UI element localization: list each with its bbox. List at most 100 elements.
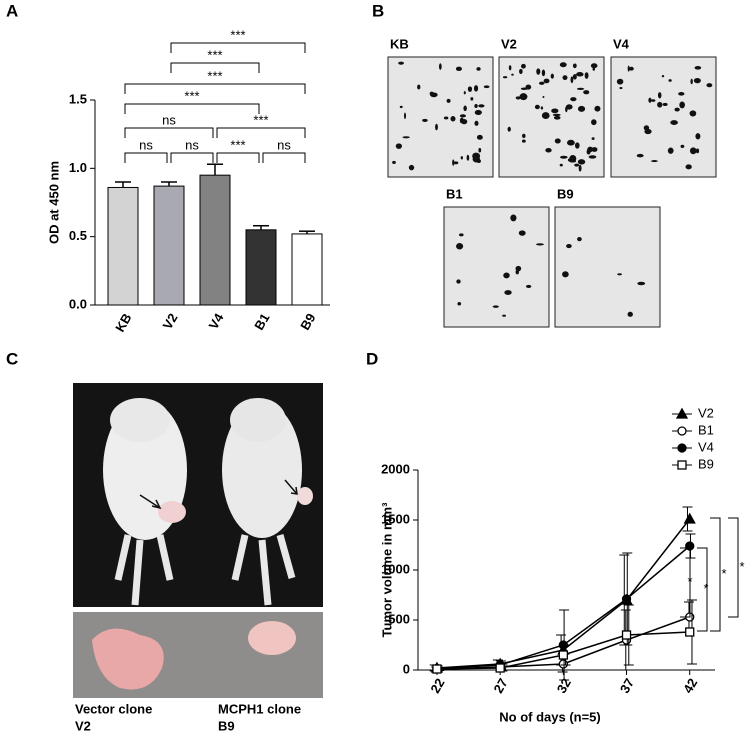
cell: [417, 84, 421, 90]
cell: [536, 68, 541, 75]
cell: [570, 76, 574, 84]
bracket: [710, 517, 721, 632]
cell: [457, 301, 462, 306]
cell: [569, 159, 577, 163]
annotation: ***: [207, 47, 222, 62]
panel-label: A: [6, 1, 18, 20]
panel-label: D: [366, 349, 378, 368]
cell: [466, 154, 470, 161]
x-tick-label: 42: [680, 676, 700, 696]
cell: [562, 271, 569, 278]
cell: [662, 102, 668, 107]
bar: [291, 233, 323, 306]
cell: [667, 147, 674, 154]
cell: [583, 90, 590, 95]
cell: [502, 76, 508, 79]
panel-label: C: [6, 349, 18, 368]
image: [443, 206, 550, 328]
cell: [429, 91, 434, 96]
cell: [678, 92, 685, 96]
image-label: B9: [557, 186, 574, 201]
annotation: ns: [162, 112, 176, 127]
annotation: ***: [184, 88, 199, 103]
bar: [245, 229, 277, 306]
point: [683, 512, 696, 524]
cell: [545, 148, 552, 153]
annotation: *: [687, 574, 692, 589]
x-tick-label: 37: [617, 676, 637, 696]
legend-label: V4: [698, 439, 714, 454]
bracket: [216, 152, 260, 163]
cell: [627, 65, 630, 72]
cell: [592, 67, 596, 71]
cell: [586, 149, 591, 155]
cell: [590, 63, 598, 69]
cell: [507, 126, 511, 132]
cell: [591, 119, 597, 126]
legend-label: B9: [698, 456, 714, 471]
x-tick-label: 22: [427, 676, 447, 696]
cell: [637, 281, 646, 286]
x-tick-label: V2: [160, 311, 181, 332]
cell: [478, 104, 485, 108]
cell: [560, 155, 568, 159]
cell: [668, 79, 672, 82]
cell: [402, 136, 410, 139]
cell: [619, 86, 623, 90]
point: [685, 627, 695, 637]
point: [495, 663, 505, 673]
cell: [519, 68, 523, 75]
cell: [460, 156, 463, 160]
cell: [398, 61, 404, 65]
legend-marker: [677, 443, 687, 453]
cell: [446, 98, 451, 103]
caption: B9: [218, 718, 235, 733]
cell: [657, 92, 662, 99]
cell: [572, 63, 577, 69]
cell: [463, 91, 466, 95]
cell: [679, 101, 685, 109]
annotation: ***: [253, 112, 268, 127]
cell: [565, 104, 573, 110]
annotation: ***: [230, 27, 245, 42]
bracket: [170, 152, 214, 163]
cell: [695, 148, 700, 154]
cell: [574, 142, 580, 149]
legend-marker: [677, 460, 687, 470]
bracket: [697, 547, 708, 632]
cell: [541, 112, 550, 120]
cell: [651, 99, 656, 102]
bracket: [124, 83, 306, 94]
bracket: [124, 103, 260, 114]
y-tick-label: 1.0: [69, 160, 87, 175]
caption: MCPH1 clone: [218, 701, 301, 716]
y-tick-label: 2000: [381, 461, 410, 476]
cell: [578, 164, 582, 172]
cell: [572, 74, 577, 80]
legend-marker: [677, 426, 687, 436]
cell: [651, 160, 658, 163]
cell: [511, 73, 514, 76]
cell: [576, 72, 584, 77]
annotation: *: [703, 581, 708, 596]
cell: [553, 115, 561, 120]
bar: [199, 174, 231, 306]
annotation: ***: [230, 137, 245, 152]
cell: [510, 214, 517, 222]
cell: [574, 163, 580, 167]
y-tick-label: 0.5: [69, 228, 87, 243]
cell: [463, 105, 467, 112]
annotation: ns: [139, 137, 153, 152]
cell: [559, 163, 563, 167]
cell: [552, 113, 561, 117]
cell: [521, 139, 526, 143]
cell: [588, 155, 597, 159]
cell: [543, 78, 550, 84]
cell: [474, 109, 482, 116]
cell: [535, 243, 544, 246]
cell: [577, 105, 586, 112]
bracket: [680, 547, 691, 618]
cell: [515, 96, 521, 100]
y-axis-label: OD at 450 nm: [46, 161, 61, 244]
